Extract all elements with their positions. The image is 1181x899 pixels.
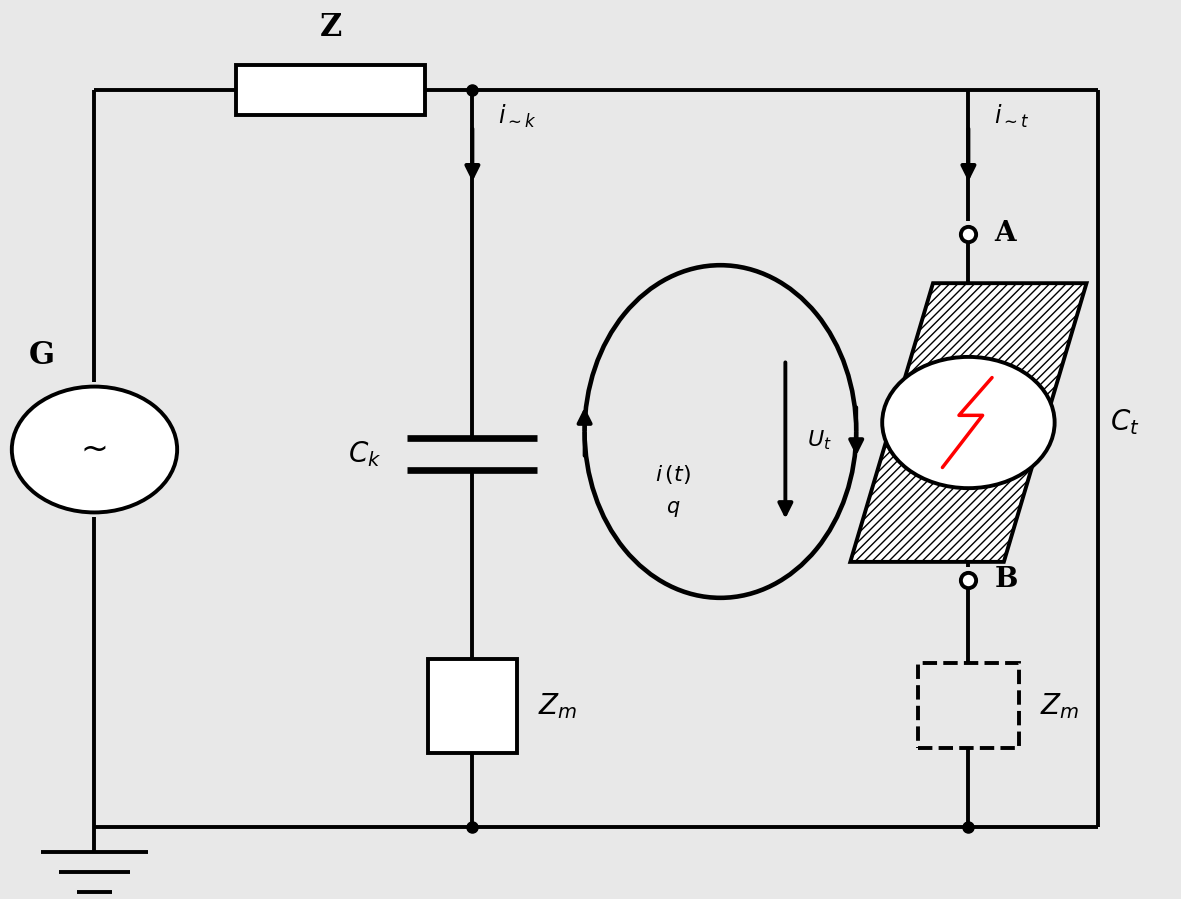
Polygon shape (850, 283, 1087, 562)
Text: $i_{\sim k}$: $i_{\sim k}$ (498, 103, 537, 130)
Circle shape (12, 387, 177, 512)
Text: B: B (994, 566, 1018, 593)
Bar (236, 65, 425, 114)
Text: $i\,(t)$: $i\,(t)$ (655, 463, 691, 486)
Text: A: A (994, 220, 1016, 247)
Text: $i_{\sim t}$: $i_{\sim t}$ (994, 103, 1030, 130)
Text: G: G (28, 340, 54, 370)
Text: ~: ~ (80, 433, 109, 466)
Bar (429, 658, 517, 753)
Text: $q$: $q$ (666, 499, 680, 519)
Text: $U_t$: $U_t$ (807, 429, 831, 452)
Text: $C_t$: $C_t$ (1110, 407, 1140, 438)
Text: $Z_m$: $Z_m$ (539, 690, 578, 721)
Circle shape (882, 357, 1055, 488)
Text: Z: Z (320, 12, 341, 42)
Bar (919, 663, 1018, 748)
Text: $C_k$: $C_k$ (348, 439, 381, 469)
Text: $Z_m$: $Z_m$ (1039, 690, 1079, 721)
